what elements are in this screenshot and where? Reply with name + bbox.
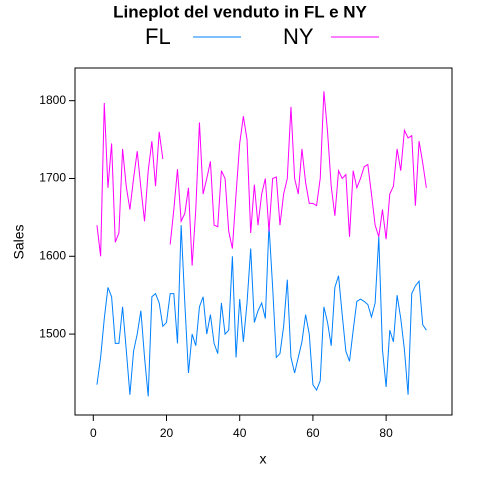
- x-axis-label: x: [260, 451, 267, 467]
- x-tick-label: 80: [379, 426, 393, 440]
- x-tick-label: 40: [233, 426, 247, 440]
- y-tick-label: 1700: [39, 171, 66, 185]
- legend-label: FL: [145, 24, 171, 49]
- y-tick-label: 1500: [39, 326, 66, 340]
- y-axis-label: Sales: [11, 224, 27, 259]
- series-line: [96, 225, 427, 397]
- series-line: [96, 91, 427, 266]
- y-tick-label: 1800: [39, 93, 66, 107]
- y-tick-label: 1600: [39, 248, 66, 262]
- legend-label: NY: [283, 24, 314, 49]
- x-tick-label: 0: [90, 426, 97, 440]
- chart-title: Lineplot del venduto in FL e NY: [113, 2, 367, 21]
- x-tick-label: 20: [160, 426, 174, 440]
- plot-frame: [74, 67, 453, 416]
- x-tick-label: 60: [306, 426, 320, 440]
